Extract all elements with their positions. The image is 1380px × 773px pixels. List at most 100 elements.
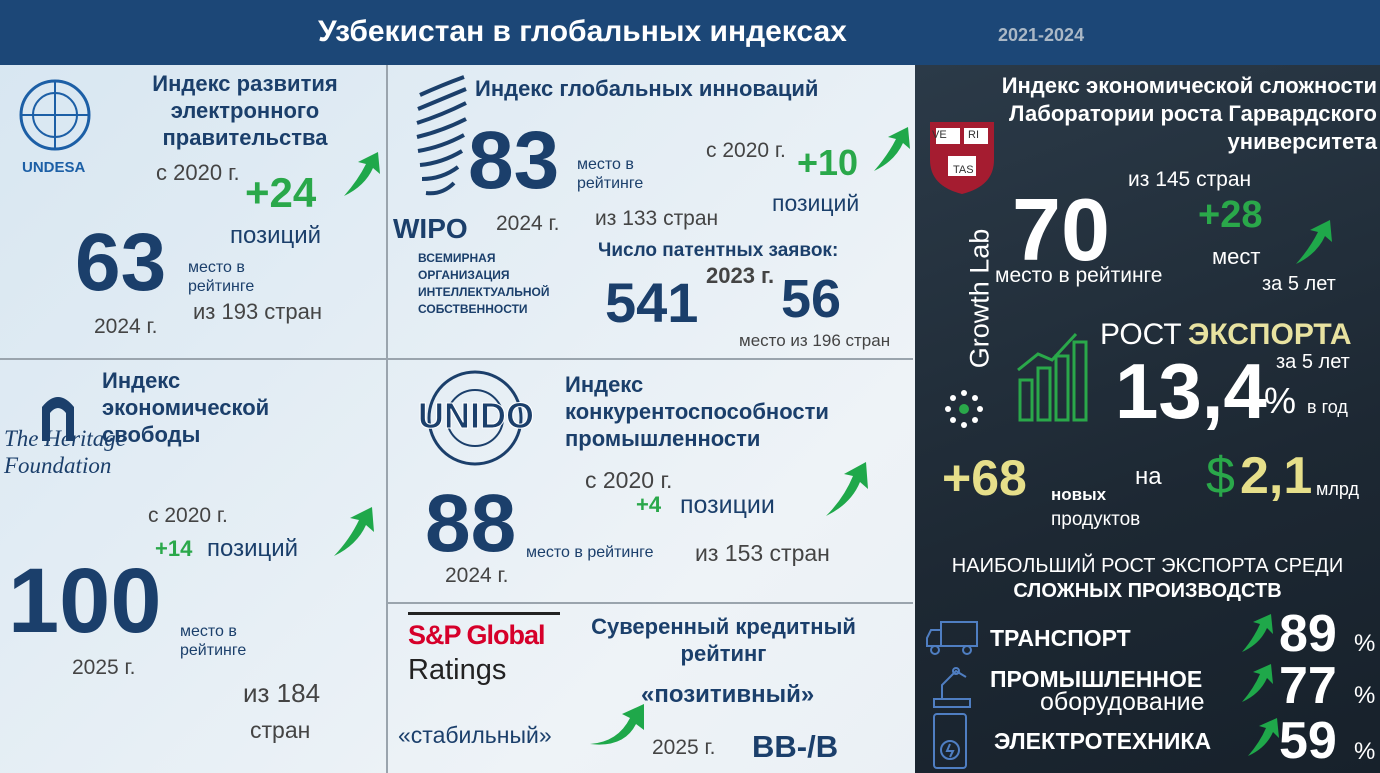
logo-text: S&P Global — [408, 620, 546, 650]
patents-count: 541 — [605, 271, 699, 334]
sectors-title: НАИБОЛЬШИЙ РОСТ ЭКСПОРТА СРЕДИ — [951, 555, 1344, 577]
rank-label: место в рейтинге — [577, 156, 644, 192]
export-unit: в год — [1307, 397, 1348, 417]
index-title: Индекс конкурентоспособности промышленно… — [565, 372, 829, 451]
amount: 2,1 — [1240, 447, 1313, 505]
change-unit: позиций — [230, 222, 322, 249]
arrow-up — [334, 507, 374, 556]
export-growth: 13,4 — [1115, 347, 1267, 435]
currency: $ — [1206, 447, 1235, 505]
since: с 2020 г. — [156, 160, 240, 185]
change: +28 — [1198, 194, 1263, 236]
logo-rule — [408, 612, 560, 615]
index-title: Индекс экономической свободы — [102, 368, 270, 447]
change-unit: позиций — [207, 535, 299, 562]
index-title: Суверенный кредитный рейтинг — [591, 614, 856, 666]
truck-icon — [926, 621, 978, 655]
electric-icon — [933, 713, 967, 769]
export-period: за 5 лет — [1276, 351, 1350, 373]
new-products-label: новых — [1051, 485, 1107, 504]
change: +24 — [245, 169, 317, 216]
on: на — [1135, 463, 1162, 490]
rating: BB-/B — [752, 729, 839, 764]
divider — [386, 65, 388, 773]
rank: 63 — [75, 217, 167, 308]
change-unit: позиций — [772, 190, 860, 216]
arrow-up — [874, 127, 910, 171]
year: 2024 г. — [496, 212, 560, 235]
arrow-up — [1248, 718, 1279, 756]
logo-caption: ВСЕМИРНАЯ ОРГАНИЗАЦИЯ ИНТЕЛЛЕКТУАЛЬНОЙ С… — [418, 251, 550, 316]
lab-name: Growth Lab — [964, 228, 995, 369]
year: 2024 г. — [94, 315, 158, 338]
arrow-up — [1242, 614, 1273, 652]
divider — [388, 602, 913, 604]
shield-text: VE — [932, 129, 947, 141]
wipo-logo — [416, 75, 467, 196]
arrow-up — [590, 704, 644, 745]
patents-rank-label: место из 196 стран — [739, 331, 891, 350]
export-label-strong: ЭКСПОРТА — [1188, 318, 1352, 351]
percent: % — [1264, 380, 1297, 421]
arrow-up — [344, 152, 380, 196]
machine-icon — [933, 667, 971, 708]
index-title: Индекс экономической сложности Лаборатор… — [1001, 73, 1377, 154]
arrow-up — [1296, 220, 1332, 264]
rank: 70 — [1012, 180, 1110, 279]
logo-text: WIPO — [393, 213, 468, 244]
percent: % — [1354, 738, 1376, 765]
sector-name: ТРАНСПОРТ — [990, 625, 1131, 651]
patents-title: Число патентных заявок: — [598, 240, 839, 261]
shield-text: TAS — [953, 164, 974, 176]
rank: 100 — [8, 550, 162, 652]
rank: 88 — [425, 478, 517, 569]
year: 2025 г. — [72, 656, 136, 679]
patents-year: 2023 г. — [706, 263, 775, 288]
change-unit: позиции — [680, 491, 775, 519]
of-countries: из 193 стран — [193, 299, 323, 324]
shield-text: RI — [968, 129, 979, 141]
complexity-panel — [915, 65, 1380, 773]
of-countries: из 184 — [243, 678, 321, 708]
logo-text: UNIDO — [418, 395, 535, 436]
logo-text: The Heritage Foundation — [4, 426, 127, 478]
new-products-label: продуктов — [1051, 509, 1141, 530]
period: 2021-2024 — [998, 25, 1085, 45]
percent: % — [1354, 630, 1376, 657]
new-products: +68 — [942, 450, 1027, 506]
sector-name: ЭЛЕКТРОТЕХНИКА — [994, 728, 1212, 754]
arrow-up — [826, 462, 868, 516]
of-countries: из 133 стран — [595, 207, 719, 230]
sector-value: 59 — [1279, 712, 1337, 770]
unido-logo — [427, 370, 523, 466]
sectors-title: СЛОЖНЫХ ПРОИЗВОДСТВ — [1013, 580, 1282, 602]
un-logo — [19, 79, 91, 151]
rating-from: «стабильный» — [398, 722, 552, 748]
of-countries: из 153 стран — [695, 540, 830, 566]
amount-unit: млрд — [1316, 479, 1359, 499]
year: 2024 г. — [445, 564, 509, 587]
change: +10 — [797, 142, 859, 183]
percent: % — [1354, 682, 1376, 709]
change: +14 — [155, 536, 193, 561]
sector-name: ПРОМЫШЛЕННОЕ — [990, 666, 1203, 692]
export-label: РОСТ — [1100, 318, 1182, 351]
sector-value: 77 — [1279, 657, 1337, 715]
of-countries: из 145 стран — [1128, 168, 1252, 191]
index-title: Индекс развития электронного правительст… — [152, 71, 338, 150]
rank: 83 — [468, 115, 560, 206]
year: 2025 г. — [652, 736, 716, 759]
change-period: за 5 лет — [1262, 273, 1336, 295]
lab-icon — [945, 390, 983, 428]
since: с 2020 г. — [585, 467, 673, 493]
sector-value: 89 — [1279, 605, 1337, 663]
harvard-shield — [930, 122, 994, 194]
patents-rank: 56 — [781, 269, 842, 329]
arrow-up — [1242, 664, 1273, 702]
change-unit: мест — [1212, 244, 1261, 269]
divider — [0, 358, 913, 360]
rating-to: «позитивный» — [641, 681, 815, 708]
rank-label: место в рейтинге — [526, 544, 654, 561]
rank-label: место в рейтинге — [995, 264, 1163, 287]
